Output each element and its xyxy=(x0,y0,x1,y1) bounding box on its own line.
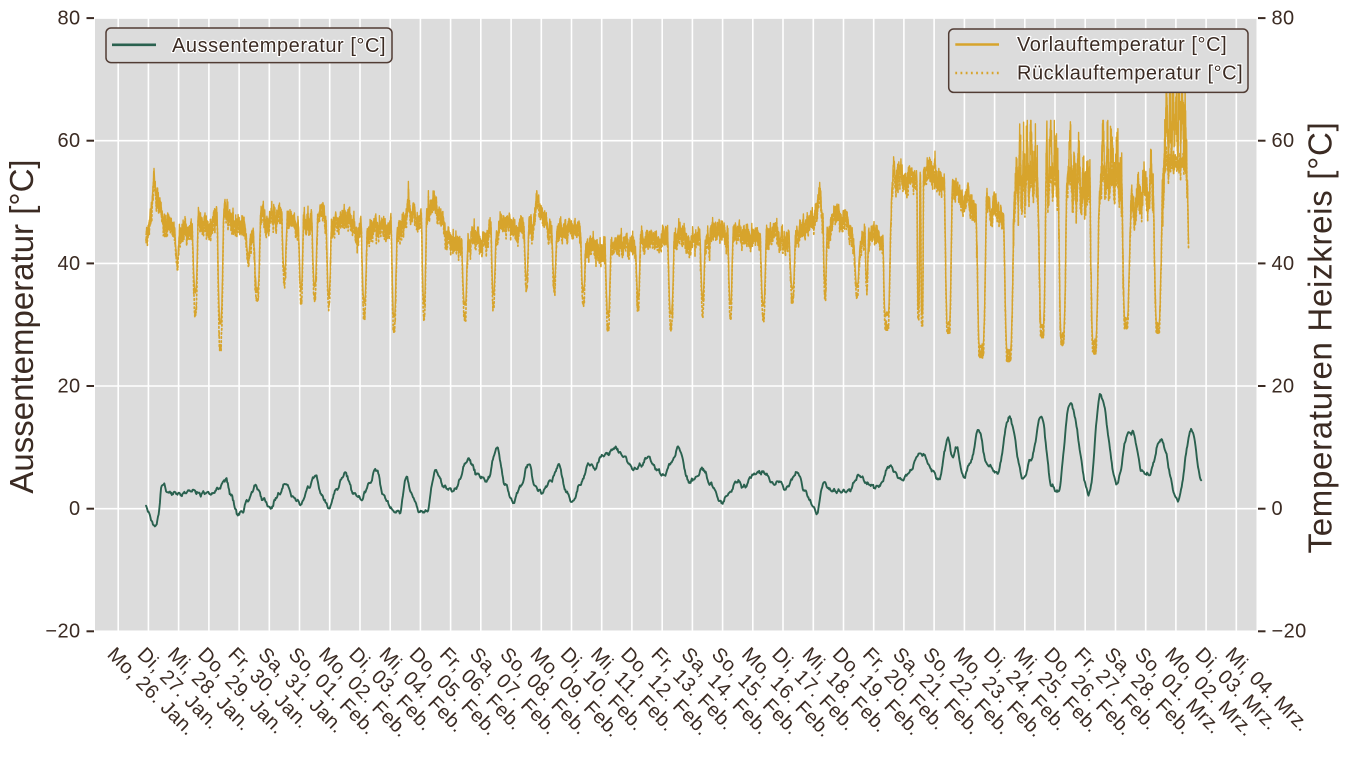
svg-text:20: 20 xyxy=(57,375,80,397)
svg-text:80: 80 xyxy=(57,8,80,30)
svg-text:60: 60 xyxy=(57,130,80,152)
svg-text:Rücklauftemperatur [°C]: Rücklauftemperatur [°C] xyxy=(1017,63,1243,85)
svg-text:40: 40 xyxy=(57,253,80,275)
svg-text:−20: −20 xyxy=(45,621,80,643)
svg-text:80: 80 xyxy=(1272,8,1295,30)
svg-text:−20: −20 xyxy=(1272,621,1307,643)
svg-text:Aussentemperatur [°C]: Aussentemperatur [°C] xyxy=(172,35,386,57)
svg-text:Temperaturen Heizkreis [°C]: Temperaturen Heizkreis [°C] xyxy=(1302,122,1339,554)
svg-text:Aussentemperatur [°C]: Aussentemperatur [°C] xyxy=(3,159,40,493)
svg-text:Vorlauftemperatur [°C]: Vorlauftemperatur [°C] xyxy=(1017,34,1227,56)
svg-text:0: 0 xyxy=(1272,498,1284,520)
svg-text:60: 60 xyxy=(1272,130,1295,152)
svg-text:40: 40 xyxy=(1272,253,1295,275)
svg-text:20: 20 xyxy=(1272,375,1295,397)
svg-text:0: 0 xyxy=(69,498,81,520)
